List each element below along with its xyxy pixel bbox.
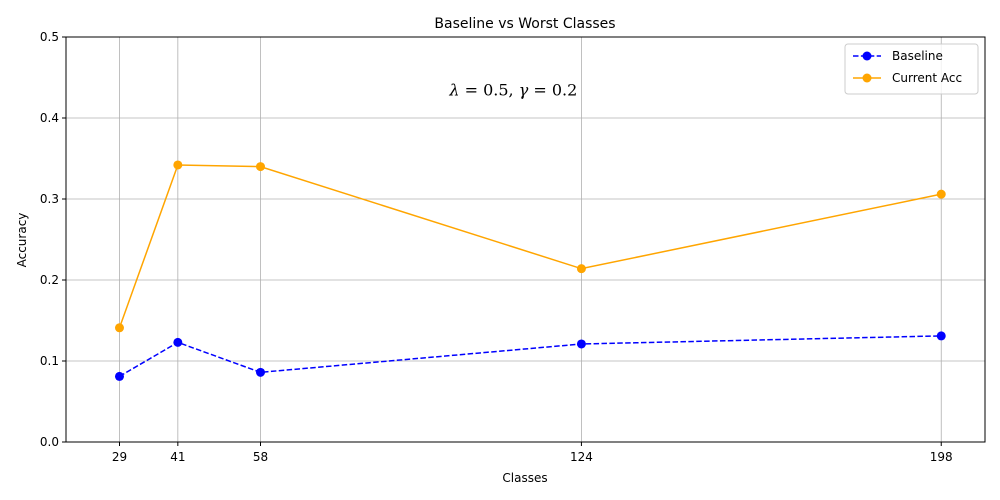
current-acc-point — [173, 160, 183, 170]
series-markers — [114, 160, 946, 381]
current-acc-point — [255, 162, 265, 172]
annotation-gamma-symbol: γ — [519, 81, 529, 100]
current-acc-point — [576, 264, 586, 274]
y-tick-label: 0.4 — [40, 111, 59, 125]
legend-baseline-marker — [862, 51, 872, 61]
y-tick-label: 0.0 — [40, 435, 59, 449]
legend-baseline-label: Baseline — [892, 49, 943, 63]
current-acc-point — [936, 189, 946, 199]
annotation-gamma-value: = 0.2 — [528, 81, 577, 100]
annotation-lambda-symbol: λ — [448, 81, 459, 100]
x-axis-ticks: 29 41 58 124 198 — [112, 442, 953, 464]
baseline-point — [576, 339, 586, 349]
legend-current-acc-label: Current Acc — [892, 71, 962, 85]
y-tick-label: 0.2 — [40, 273, 59, 287]
parameter-annotation: λ = 0.5, γ = 0.2 — [448, 81, 577, 100]
baseline-point — [936, 331, 946, 341]
y-axis-label: Accuracy — [15, 213, 29, 268]
y-axis-ticks: 0.0 0.1 0.2 0.3 0.4 0.5 — [40, 30, 66, 449]
baseline-point — [255, 367, 265, 377]
y-tick-label: 0.5 — [40, 30, 59, 44]
baseline-point — [114, 371, 124, 381]
x-tick-label: 198 — [930, 450, 953, 464]
x-tick-label: 41 — [170, 450, 185, 464]
plot-frame — [65, 36, 986, 443]
current-acc-point — [114, 323, 124, 333]
chart-title: Baseline vs Worst Classes — [434, 16, 615, 32]
x-axis-label: Classes — [502, 471, 547, 485]
baseline-point — [173, 337, 183, 347]
y-tick-label: 0.1 — [40, 354, 59, 368]
annotation-lambda-value: = 0.5, — [460, 81, 519, 100]
y-tick-label: 0.3 — [40, 192, 59, 206]
x-tick-label: 29 — [112, 450, 127, 464]
legend: Baseline Current Acc — [844, 43, 979, 95]
x-tick-label: 124 — [570, 450, 593, 464]
legend-current-acc-marker — [862, 73, 872, 83]
x-tick-label: 58 — [253, 450, 268, 464]
